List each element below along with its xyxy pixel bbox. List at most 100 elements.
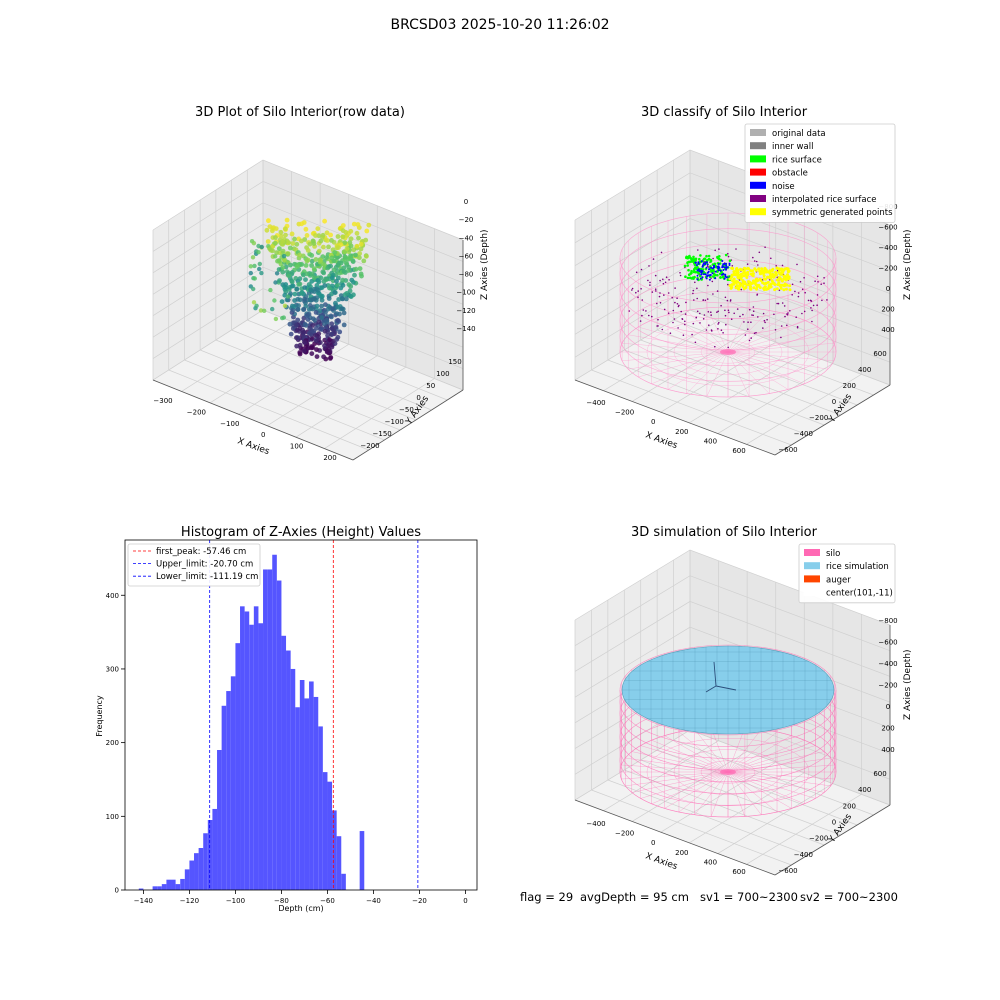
x-tick-label: −200	[615, 409, 634, 417]
x-tick-label: −300	[153, 397, 172, 405]
interpolated-point	[803, 310, 806, 313]
data-point	[322, 218, 327, 224]
rice-surface-point	[705, 254, 708, 258]
data-point	[294, 286, 300, 292]
interpolated-point	[729, 299, 732, 301]
rice-surface-point	[689, 272, 692, 275]
interpolated-point	[776, 276, 779, 279]
rice-surface-point	[718, 254, 721, 258]
data-point	[294, 343, 300, 349]
y-tick-label: −600	[778, 867, 797, 875]
data-point	[280, 265, 286, 270]
interpolated-point	[816, 304, 818, 307]
data-point	[348, 293, 353, 299]
interpolated-point	[727, 309, 730, 312]
silo-floor-ring	[646, 318, 810, 386]
interpolated-point	[694, 281, 696, 284]
data-point	[340, 282, 346, 288]
histogram-bar	[244, 611, 250, 890]
interpolated-point	[725, 323, 727, 326]
data-point	[353, 252, 358, 258]
grid-line	[689, 309, 891, 386]
interpolated-point	[796, 325, 799, 328]
interpolated-point	[674, 287, 676, 289]
grid-line	[657, 329, 858, 406]
grid-line	[607, 779, 808, 856]
data-point	[307, 303, 313, 308]
x-tick-label: −80	[274, 897, 289, 905]
noise-point	[721, 266, 724, 269]
rice-surface-point	[699, 254, 702, 257]
histogram-bar	[276, 580, 282, 890]
z-tick-label: −20	[459, 216, 474, 224]
interpolated-point	[750, 337, 752, 339]
noise-point	[697, 262, 700, 265]
data-point	[314, 354, 320, 359]
symmetric-point	[764, 268, 768, 272]
data-point	[318, 238, 324, 244]
rice-surface-point	[686, 264, 689, 267]
noise-point	[705, 277, 708, 280]
data-point	[335, 234, 341, 239]
y-tick-label: 0	[832, 819, 836, 827]
data-point	[324, 230, 330, 236]
data-point	[304, 258, 310, 264]
noise-point	[705, 266, 708, 269]
data-point	[278, 233, 284, 239]
symmetric-point	[739, 272, 743, 276]
data-point	[272, 298, 277, 303]
data-point	[283, 282, 289, 287]
y-tick-label: 50	[426, 382, 435, 390]
legend-label: rice simulation	[826, 562, 889, 572]
data-point	[317, 308, 323, 314]
symmetric-point	[778, 272, 782, 276]
histogram-bar	[240, 606, 245, 890]
histogram-bar	[180, 878, 185, 890]
interpolated-point	[817, 281, 819, 283]
interpolated-point	[820, 283, 822, 286]
data-point	[281, 254, 287, 259]
data-point	[351, 279, 356, 285]
y-tick-label: 400	[858, 786, 871, 794]
histogram-bar	[189, 860, 195, 890]
panel4-x-label: X Axies	[644, 851, 679, 872]
data-point	[277, 278, 282, 283]
data-point	[303, 277, 308, 282]
symmetric-point	[775, 287, 779, 291]
interpolated-point	[717, 323, 719, 325]
data-point	[344, 246, 350, 252]
interpolated-point	[801, 312, 803, 315]
noise-point	[719, 269, 722, 272]
rice-surface-point	[703, 257, 707, 261]
data-point	[295, 317, 301, 323]
interpolated-point	[726, 299, 729, 302]
noise-point	[697, 268, 700, 271]
data-point	[290, 241, 296, 246]
y-tick-label: 600	[873, 770, 886, 778]
panel3-bars	[138, 554, 365, 890]
data-point	[316, 335, 322, 340]
histogram-bar	[263, 569, 268, 890]
symmetric-point	[746, 273, 750, 277]
auger-line	[705, 685, 717, 693]
data-point	[351, 221, 357, 227]
data-point	[332, 290, 338, 295]
legend-label: obstacle	[772, 169, 808, 179]
data-point	[291, 304, 297, 309]
data-point	[314, 347, 319, 352]
interpolated-point	[780, 325, 783, 327]
interpolated-point	[762, 312, 765, 315]
interpolated-point	[781, 264, 784, 267]
data-point	[322, 343, 327, 349]
interpolated-point	[696, 287, 698, 290]
interpolated-point	[770, 257, 772, 260]
data-point	[319, 303, 324, 309]
interpolated-point	[774, 329, 777, 331]
data-point	[296, 282, 302, 287]
interpolated-point	[786, 324, 788, 327]
interpolated-point	[757, 316, 759, 318]
noise-point	[696, 269, 699, 272]
noise-point	[702, 264, 705, 267]
legend-swatch	[750, 181, 766, 189]
